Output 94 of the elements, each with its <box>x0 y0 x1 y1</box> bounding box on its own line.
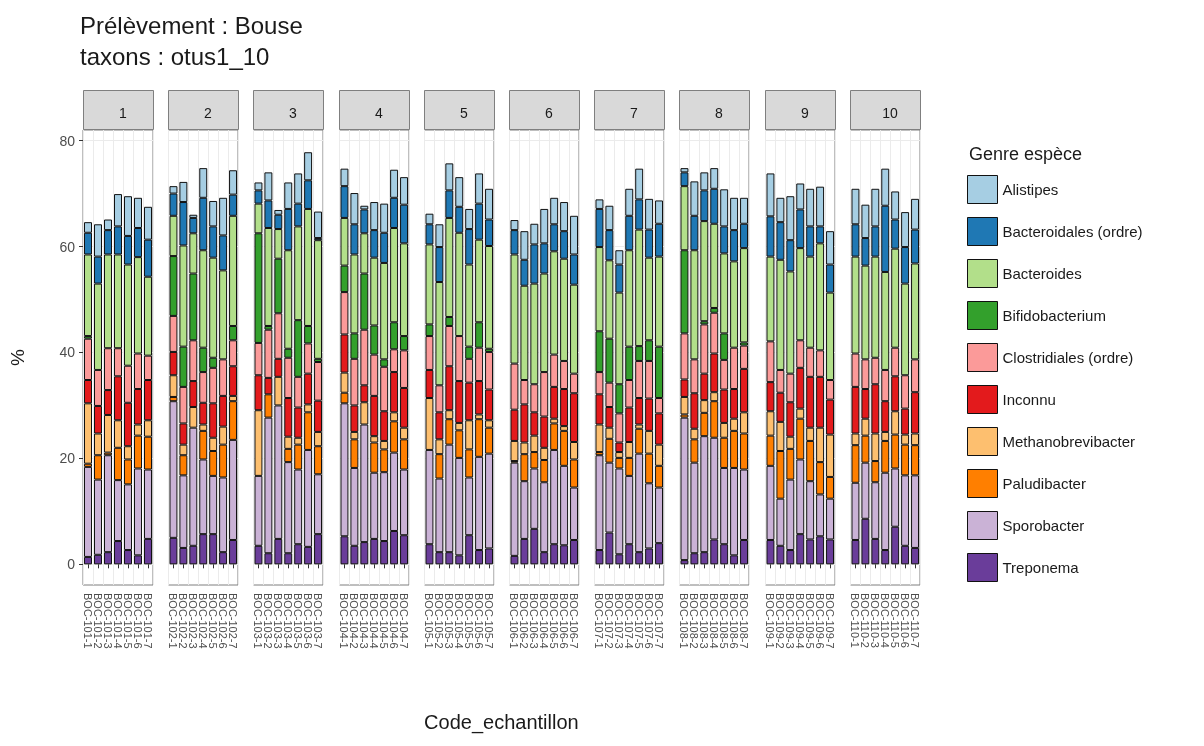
x-tick-label: BOC-104-7 <box>397 593 410 649</box>
legend-label: Bacteroides <box>1002 265 1082 282</box>
x-tick-label: BOC-106-4 <box>538 593 551 649</box>
x-tick-label: BOC-102-2 <box>177 593 190 649</box>
x-tick-label: BOC-109-7 <box>823 593 836 649</box>
chart-title: 9 <box>800 105 809 121</box>
x-tick-label: BOC-108-2 <box>688 593 701 649</box>
x-tick-label: BOC-104-4 <box>367 593 380 649</box>
x-tick-label: BOC-105-2 <box>433 593 446 649</box>
chart-title: 10 <box>882 105 898 121</box>
x-tick-label: BOC-105-6 <box>472 593 485 649</box>
y-tick-label: 40 <box>59 344 76 361</box>
legend-label: Inconnu <box>1002 391 1056 408</box>
x-tick-label: BOC-110-6 <box>898 593 911 648</box>
chart-title: 4 <box>374 105 383 121</box>
x-tick-label: BOC-101-3 <box>102 593 114 649</box>
x-tick-label: BOC-106-5 <box>548 593 561 649</box>
x-tick-label: BOC-105-7 <box>482 593 495 649</box>
x-tick-label: BOC-108-4 <box>708 593 721 649</box>
x-tick-label: BOC-109-6 <box>813 593 826 649</box>
legend-label: Clostridiales (ordre) <box>1002 349 1134 366</box>
x-tick-label: BOC-107-6 <box>643 593 656 649</box>
chart-title: 8 <box>715 105 724 121</box>
x-tick-label: BOC-110-3 <box>869 593 882 648</box>
text: Prélèvement : Bouse <box>80 12 303 40</box>
x-tick-label: BOC-104-3 <box>357 593 370 649</box>
bar <box>314 211 323 239</box>
x-tick-label: BOC-103-1 <box>252 593 265 649</box>
y-tick-label: 0 <box>67 556 76 573</box>
x-tick-label: BOC-102-7 <box>227 593 240 649</box>
x-tick-label: BOC-101-6 <box>132 593 144 649</box>
x-tick-label: BOC-104-5 <box>377 593 390 649</box>
x-tick-label: BOC-107-3 <box>613 593 626 649</box>
legend-label: Alistipes <box>1002 181 1059 198</box>
x-tick-label: BOC-110-2 <box>859 593 872 648</box>
x-tick-label: BOC-101-7 <box>142 593 154 649</box>
x-tick-label: BOC-110-7 <box>908 593 921 648</box>
legend-label: Paludibacter <box>1002 475 1086 492</box>
x-tick-label: BOC-104-6 <box>387 593 400 649</box>
x-tick-label: BOC-102-6 <box>217 593 230 649</box>
x-tick-label: BOC-109-5 <box>803 593 816 649</box>
y-axis-title: % <box>7 348 28 366</box>
y-tick-label: 80 <box>59 132 76 149</box>
y-tick-label: 60 <box>59 238 76 255</box>
x-tick-label: BOC-103-6 <box>302 593 315 649</box>
x-tick-label: BOC-105-3 <box>443 593 456 649</box>
x-tick-label: BOC-102-4 <box>197 593 210 649</box>
text: taxons : otus1_10 <box>80 43 270 71</box>
x-tick-label: BOC-103-3 <box>272 593 285 649</box>
x-tick-label: BOC-106-6 <box>558 593 571 649</box>
x-tick-label: BOC-103-7 <box>312 593 325 649</box>
x-tick-label: BOC-106-3 <box>528 593 541 649</box>
chart-title: 3 <box>289 105 298 121</box>
legend-label: Bacteroidales (ordre) <box>1002 223 1143 240</box>
x-tick-label: BOC-105-1 <box>423 593 436 649</box>
x-tick-label: BOC-101-1 <box>82 593 94 649</box>
x-tick-label: BOC-109-3 <box>783 593 796 649</box>
x-tick-label: BOC-106-2 <box>518 593 531 649</box>
x-tick-label: BOC-108-5 <box>718 593 731 649</box>
chart-title: 6 <box>545 105 554 121</box>
x-tick-label: BOC-109-4 <box>793 593 806 649</box>
x-tick-label: BOC-101-4 <box>112 593 124 649</box>
x-tick-label: BOC-108-6 <box>728 593 741 649</box>
x-tick-label: BOC-107-7 <box>653 593 666 649</box>
chart-title: 2 <box>204 105 213 121</box>
x-tick-label: BOC-103-2 <box>262 593 275 649</box>
x-tick-label: BOC-106-1 <box>508 593 521 649</box>
x-tick-label: BOC-102-5 <box>207 593 220 649</box>
x-tick-label: BOC-107-1 <box>593 593 606 649</box>
x-tick-label: BOC-108-1 <box>678 593 691 649</box>
chart-title: 7 <box>630 105 639 121</box>
x-tick-label: BOC-102-3 <box>187 593 200 649</box>
legend-label: Bifidobacterium <box>1002 307 1106 324</box>
x-tick-label: BOC-103-5 <box>292 593 305 649</box>
x-axis-title: Code_echantillon <box>424 710 579 734</box>
x-tick-label: BOC-107-5 <box>633 593 646 649</box>
x-tick-label: BOC-110-1 <box>849 593 862 648</box>
x-tick-label: BOC-108-3 <box>698 593 711 649</box>
x-tick-label: BOC-101-2 <box>92 593 104 649</box>
chart-title: 1 <box>119 105 128 121</box>
chart-title: 5 <box>459 105 468 121</box>
x-tick-label: BOC-101-5 <box>122 593 134 649</box>
x-tick-label: BOC-106-7 <box>568 593 581 649</box>
x-tick-label: BOC-108-7 <box>738 593 751 649</box>
legend-title: Genre espèce <box>968 144 1082 164</box>
legend-label: Treponema <box>1002 559 1080 576</box>
y-tick-label: 20 <box>59 450 76 467</box>
legend-label: Sporobacter <box>1002 517 1085 534</box>
x-tick-label: BOC-102-1 <box>167 593 180 649</box>
x-tick-label: BOC-107-4 <box>623 593 636 649</box>
x-tick-label: BOC-103-4 <box>282 593 295 649</box>
legend-label: Methanobrevibacter <box>1002 433 1135 450</box>
bar <box>314 240 323 359</box>
x-tick-label: BOC-107-2 <box>603 593 616 649</box>
